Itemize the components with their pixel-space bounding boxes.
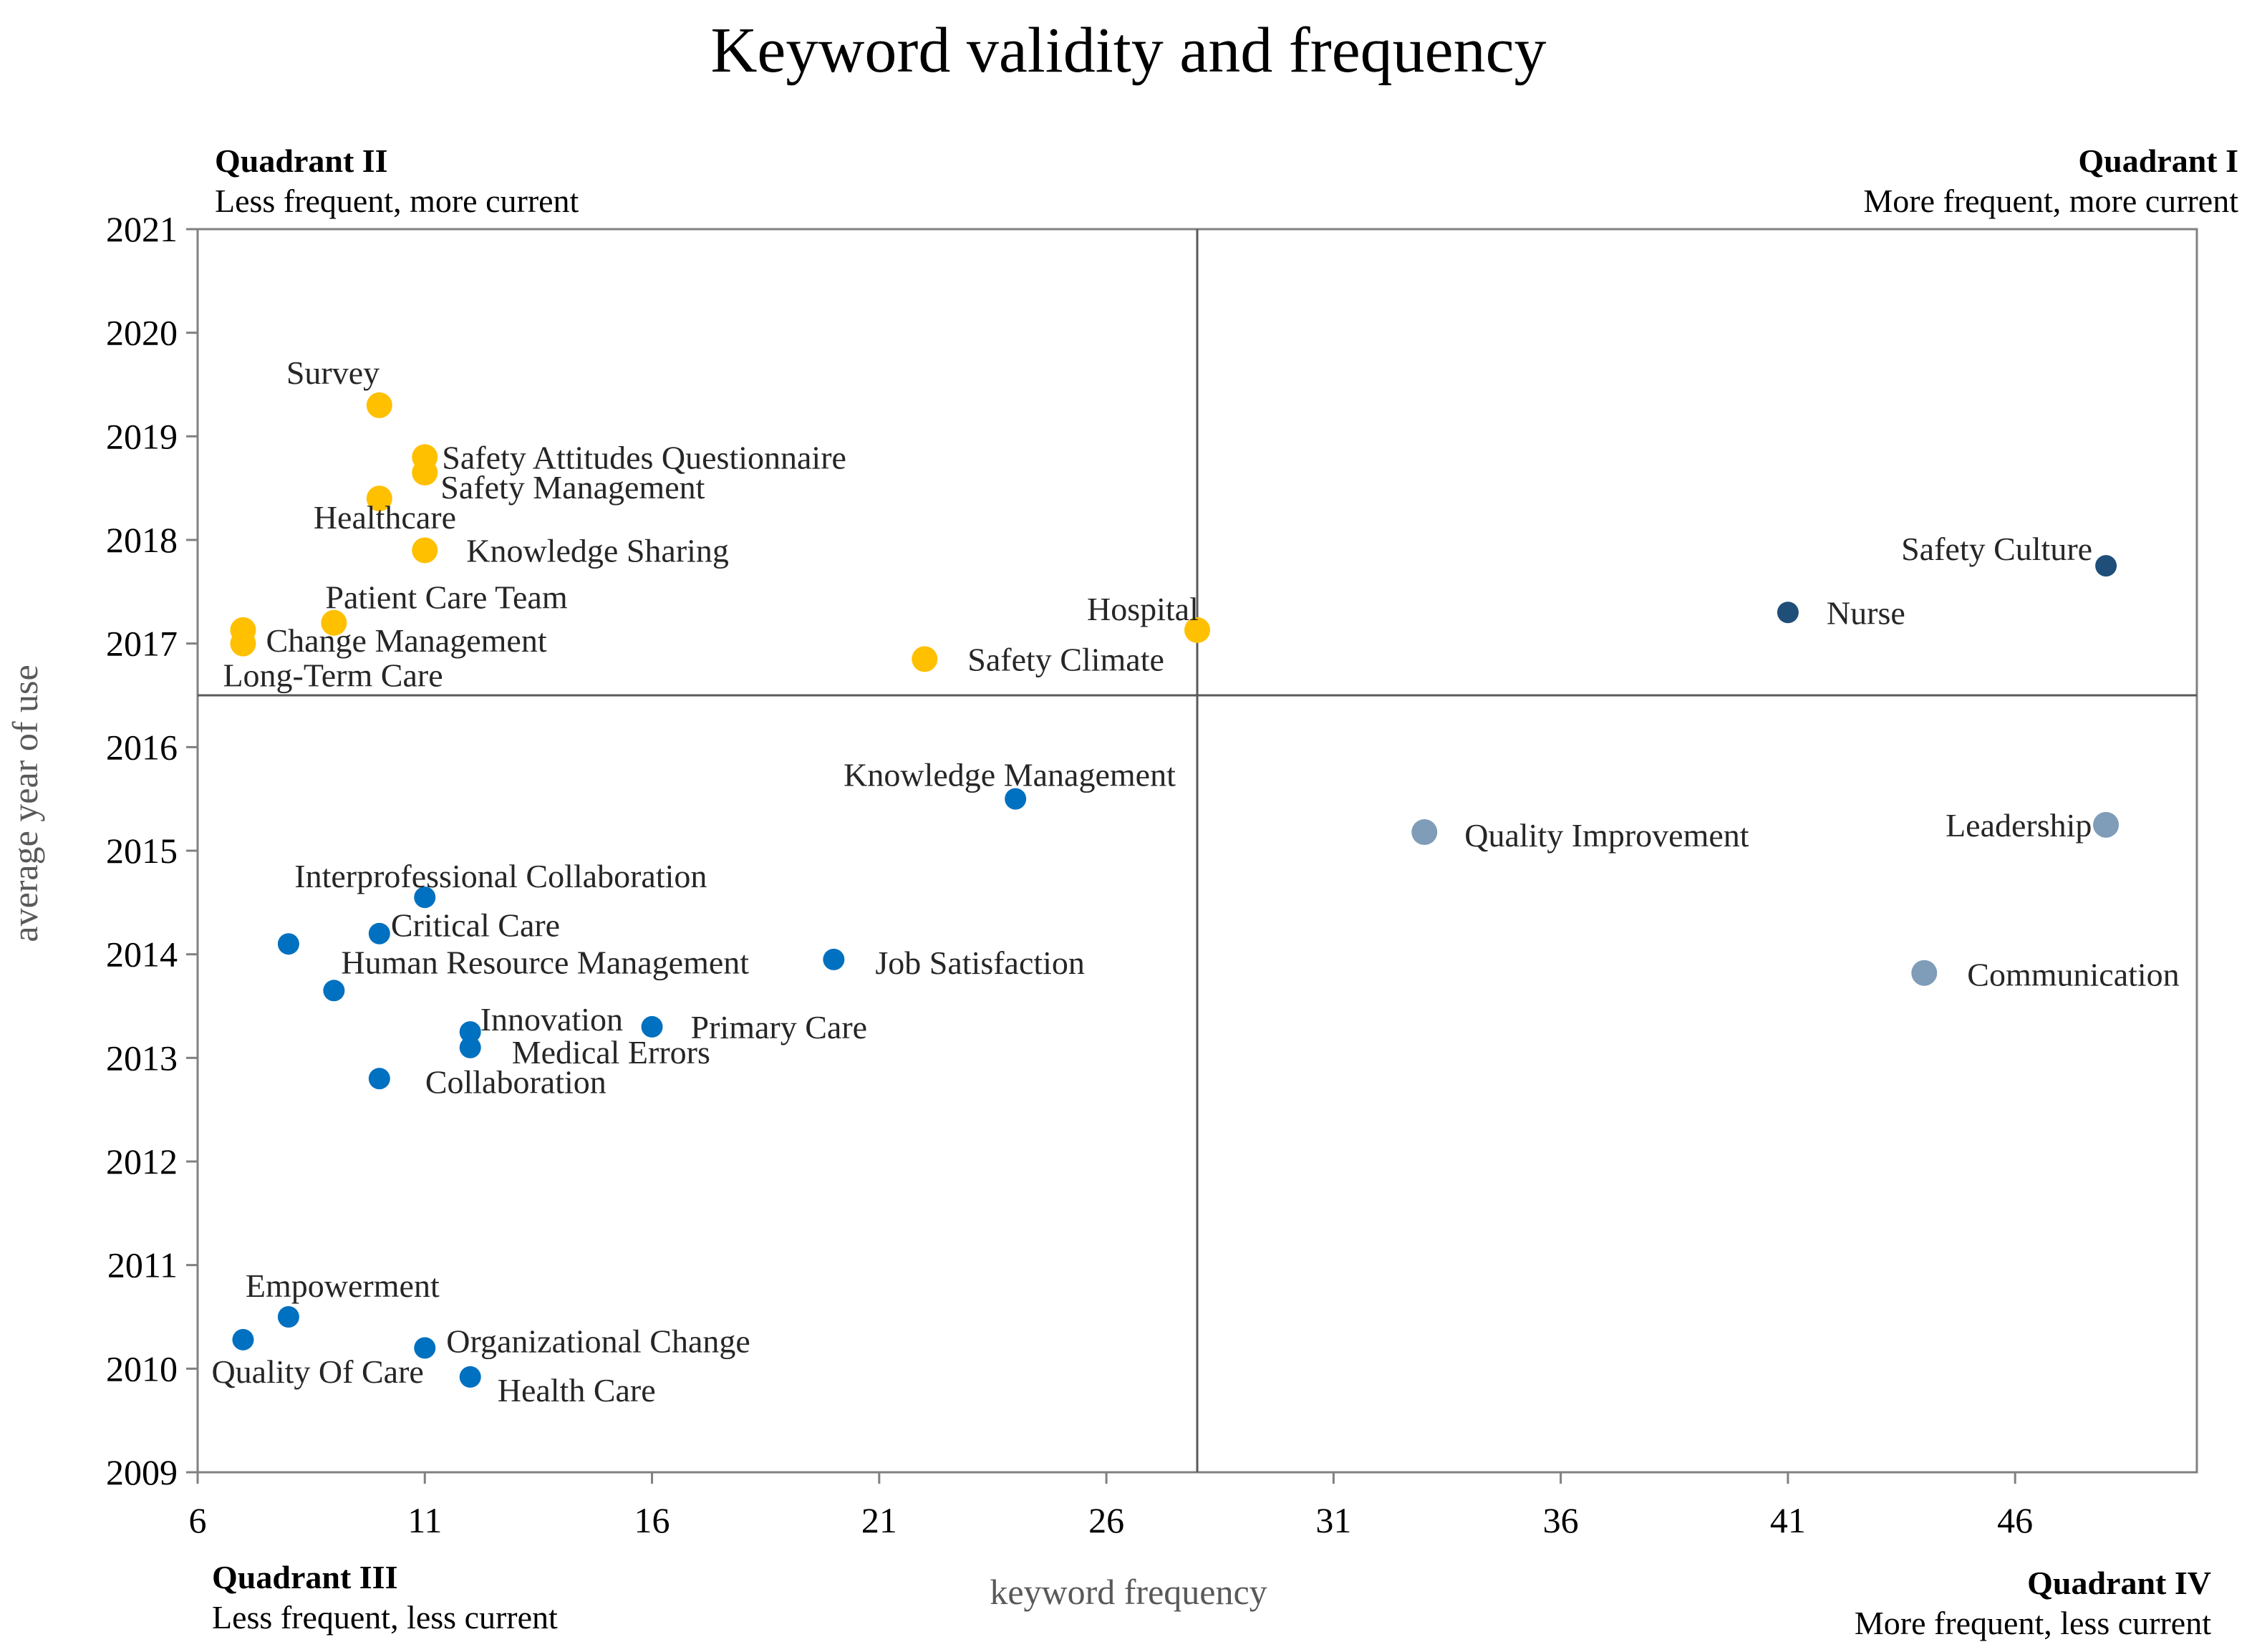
- point-patient-care-team: [321, 609, 347, 636]
- x-tick-label: 21: [861, 1500, 897, 1540]
- point-interprofessional-collaboration: [414, 887, 436, 909]
- label-medical-errors: Medical Errors: [512, 1034, 710, 1071]
- y-tick-label: 2021: [106, 209, 178, 249]
- y-tick-label: 2011: [107, 1245, 178, 1285]
- label-change-management: Change Management: [266, 622, 546, 659]
- label-long-term-care: Long-Term Care: [223, 657, 443, 694]
- label-interprofessional-collaboration: Interprofessional Collaboration: [294, 858, 707, 894]
- point-critical-care: [368, 922, 390, 945]
- quadrant-IV-subtitle: More frequent, less current: [1855, 1605, 2211, 1641]
- label-hospital: Hospital: [1087, 591, 1199, 627]
- point-safety-management: [412, 459, 438, 486]
- quadrant-III-subtitle: Less frequent, less current: [212, 1599, 558, 1636]
- label-safety-culture: Safety Culture: [1901, 531, 2092, 567]
- y-tick-label: 2015: [106, 831, 178, 871]
- quadrant-III-title: Quadrant III: [212, 1559, 397, 1595]
- x-tick-label: 26: [1088, 1500, 1124, 1540]
- quadrant-IV-title: Quadrant IV: [2027, 1565, 2211, 1601]
- quadrant-labels: Quadrant II Less frequent, more current Qu…: [212, 143, 2238, 1641]
- y-tick-label: 2019: [106, 416, 178, 456]
- point-organizational-change: [414, 1337, 436, 1359]
- point-knowledge-management: [1005, 788, 1027, 810]
- x-tick-label: 36: [1543, 1500, 1579, 1540]
- point-health-care: [459, 1366, 481, 1388]
- point-long-term-care: [230, 630, 256, 657]
- label-healthcare: Healthcare: [314, 499, 456, 536]
- x-tick-label: 31: [1315, 1500, 1351, 1540]
- y-tick-label: 2018: [106, 520, 178, 560]
- point-quality-improvement: [1411, 818, 1438, 845]
- label-survey: Survey: [286, 354, 380, 391]
- quadrant-II-title: Quadrant II: [215, 143, 388, 179]
- label-human-resource-management: Human Resource Management: [341, 944, 749, 980]
- point-human-resource-management: [323, 980, 345, 1002]
- quadrant-I-title: Quadrant I: [2078, 143, 2238, 179]
- label-health-care: Health Care: [498, 1372, 656, 1409]
- point-empowerment: [277, 1306, 299, 1328]
- x-tick-label: 41: [1770, 1500, 1806, 1540]
- quadrant-dividers: [198, 229, 2197, 1472]
- label-safety-climate: Safety Climate: [967, 641, 1164, 677]
- x-axis: 6 11 16 21 26 31 36 41 46: [189, 1472, 2033, 1540]
- label-nurse: Nurse: [1827, 594, 1905, 631]
- x-tick-label: 46: [1997, 1500, 2033, 1540]
- point-job-satisfaction: [823, 948, 845, 970]
- point-innovation: [459, 1021, 481, 1043]
- label-primary-care: Primary Care: [691, 1009, 868, 1045]
- label-leadership: Leadership: [1946, 807, 2092, 844]
- y-tick-label: 2020: [106, 313, 178, 353]
- point-knowledge-sharing: [412, 537, 438, 564]
- x-tick-label: 6: [189, 1500, 207, 1540]
- point-medical-errors: [459, 1036, 481, 1058]
- label-job-satisfaction: Job Satisfaction: [875, 945, 1085, 981]
- label-knowledge-sharing: Knowledge Sharing: [466, 532, 729, 569]
- label-patient-care-team: Patient Care Team: [325, 579, 567, 616]
- x-axis-label: keyword frequency: [990, 1572, 1267, 1612]
- label-quality-of-care: Quality Of Care: [211, 1353, 423, 1390]
- y-tick-label: 2013: [106, 1038, 178, 1078]
- label-communication: Communication: [1967, 957, 2179, 993]
- point-safety-culture: [2095, 555, 2117, 577]
- label-empowerment: Empowerment: [246, 1267, 440, 1304]
- point-collaboration: [368, 1068, 390, 1090]
- x-tick-label: 11: [407, 1500, 442, 1540]
- label-critical-care: Critical Care: [391, 907, 560, 944]
- point-hospital: [1184, 617, 1210, 643]
- point-primary-care: [641, 1015, 663, 1038]
- x-tick-label: 16: [634, 1500, 670, 1540]
- label-quality-improvement: Quality Improvement: [1464, 817, 1749, 854]
- data-points: [230, 392, 2120, 1388]
- point-healthcare: [366, 486, 392, 512]
- label-safety-management: Safety Management: [440, 469, 705, 506]
- point-unlabeled: [277, 933, 299, 955]
- y-axis-label: average year of use: [5, 665, 45, 942]
- y-tick-label: 2016: [106, 727, 178, 767]
- label-safety-attitudes-questionnaire: Safety Attitudes Questionnaire: [442, 439, 846, 475]
- chart-title: Keyword validity and frequency: [710, 15, 1546, 86]
- label-organizational-change: Organizational Change: [446, 1323, 750, 1359]
- point-safety-climate: [912, 646, 938, 672]
- label-collaboration: Collaboration: [425, 1063, 606, 1100]
- y-tick-label: 2012: [106, 1141, 178, 1182]
- y-axis: 2009 2010 2011 2012 2013 2014 2015 2016 2017 2018…: [106, 209, 198, 1492]
- point-survey: [366, 392, 392, 418]
- point-nurse: [1777, 602, 1799, 624]
- label-innovation: Innovation: [480, 1001, 623, 1038]
- point-leadership: [2093, 811, 2120, 838]
- quadrant-I-subtitle: More frequent, more current: [1863, 183, 2238, 219]
- y-tick-label: 2014: [106, 934, 178, 975]
- y-tick-label: 2010: [106, 1348, 178, 1388]
- label-knowledge-management: Knowledge Management: [844, 757, 1176, 793]
- y-tick-label: 2017: [106, 624, 178, 664]
- y-tick-label: 2009: [106, 1452, 178, 1492]
- point-quality-of-care: [232, 1328, 254, 1351]
- point-communication: [1911, 960, 1938, 986]
- quadrant-II-subtitle: Less frequent, more current: [215, 183, 579, 219]
